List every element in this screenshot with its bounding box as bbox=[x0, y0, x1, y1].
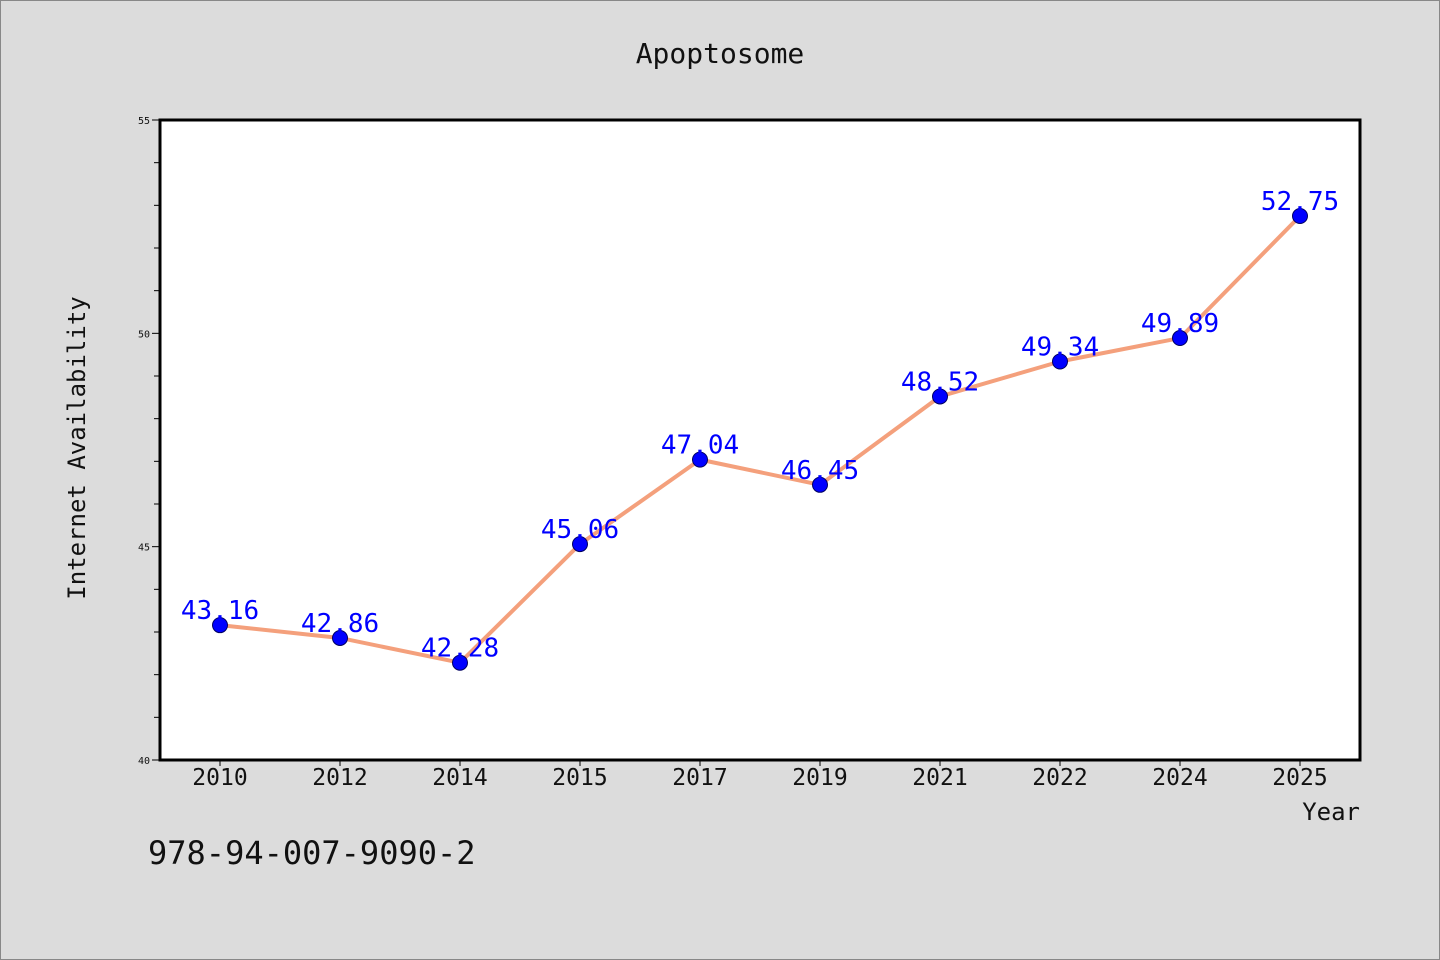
data-point-marker bbox=[332, 629, 348, 646]
x-tick-label: 2019 bbox=[792, 765, 847, 791]
data-point-label: 47.04 bbox=[661, 431, 739, 461]
data-point-marker bbox=[692, 451, 708, 468]
data-point-label: 52.75 bbox=[1261, 187, 1339, 217]
x-tick-label: 2010 bbox=[192, 765, 247, 791]
data-point-label: 49.89 bbox=[1141, 309, 1219, 339]
plot-area bbox=[160, 120, 1360, 760]
data-point-marker bbox=[932, 388, 948, 405]
footnote-text: 978-94-007-9090-2 bbox=[148, 834, 476, 872]
data-point-label: 43.16 bbox=[181, 596, 259, 626]
x-tick-label: 2024 bbox=[1152, 765, 1207, 791]
data-point-label: 45.06 bbox=[541, 515, 619, 545]
data-point-label: 49.34 bbox=[1021, 332, 1099, 362]
series-line bbox=[218, 214, 1302, 665]
data-point-label: 42.86 bbox=[301, 609, 379, 639]
data-point-label: 48.52 bbox=[901, 367, 979, 397]
x-tick-label: 2014 bbox=[432, 765, 487, 791]
x-axis-ticks: 2010 2012 2014 2015 2017 2019 2021 2022 2024 2025 bbox=[192, 760, 1328, 791]
y-tick-label: 40 bbox=[138, 756, 150, 767]
y-axis-title: Internet Availability bbox=[63, 296, 91, 599]
x-axis-title: Year bbox=[1302, 798, 1360, 826]
data-point-label: 42.28 bbox=[421, 634, 499, 664]
y-tick-label: 55 bbox=[138, 116, 150, 127]
data-point-marker bbox=[1052, 353, 1068, 370]
y-tick-label: 50 bbox=[138, 329, 150, 340]
plot-frame bbox=[158, 118, 1362, 762]
data-point-marker bbox=[572, 536, 588, 553]
x-tick-label: 2012 bbox=[312, 765, 367, 791]
x-tick-label: 2017 bbox=[672, 765, 727, 791]
x-tick-label: 2021 bbox=[912, 765, 967, 791]
x-tick-label: 2022 bbox=[1032, 765, 1087, 791]
chart-title: Apoptosome bbox=[636, 37, 805, 70]
data-point-marker bbox=[212, 617, 228, 634]
data-point-marker bbox=[1172, 330, 1188, 347]
data-labels: 43.16 42.86 42.28 45.06 47.04 46.45 48.52 49.34… bbox=[181, 187, 1339, 664]
data-point-marker bbox=[452, 654, 468, 671]
x-tick-label: 2015 bbox=[552, 765, 607, 791]
data-point-label: 46.45 bbox=[781, 456, 859, 486]
y-tick-label: 45 bbox=[138, 543, 150, 554]
data-markers bbox=[212, 208, 1308, 671]
data-point-marker bbox=[1292, 208, 1308, 224]
x-tick-label: 2025 bbox=[1272, 765, 1327, 791]
data-point-marker bbox=[812, 476, 828, 493]
